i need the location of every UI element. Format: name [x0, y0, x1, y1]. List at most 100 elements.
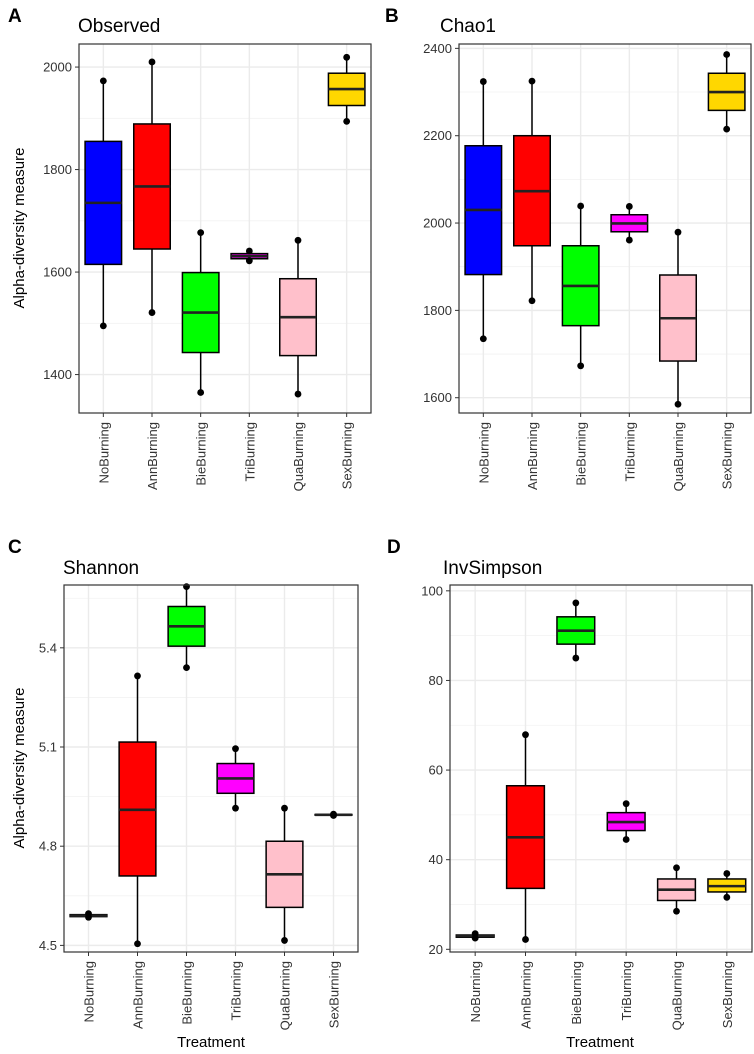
max-point	[528, 77, 536, 85]
max-point	[99, 77, 107, 85]
panel-letter: D	[387, 537, 401, 558]
min-point	[723, 893, 731, 901]
x-tick-label: BieBurning	[569, 961, 584, 1025]
panel-C: C Shannon 4.5 4.8 5.1 5.4 NoBurning AnnBurning B…	[8, 537, 359, 1051]
min-point	[245, 257, 253, 265]
min-point	[85, 913, 92, 921]
y-tick-label: 1800	[43, 162, 72, 177]
panel-title: Observed	[78, 16, 160, 37]
x-tick-label: QuaBurning	[671, 422, 686, 491]
x-tick-label: NoBurning	[468, 961, 483, 1022]
max-point	[572, 599, 580, 607]
y-tick-label: 60	[429, 763, 443, 778]
x-tick-label: QuaBurning	[278, 961, 293, 1030]
max-point	[479, 78, 487, 85]
x-tick-label: TriBurning	[242, 422, 257, 481]
max-point	[134, 672, 141, 680]
x-tick-label: QuaBurning	[291, 422, 306, 491]
min-point	[471, 934, 479, 942]
max-point	[148, 58, 156, 66]
max-point	[183, 583, 190, 591]
x-tick-label: NoBurning	[476, 422, 491, 483]
max-point	[625, 203, 633, 210]
plot-background	[79, 44, 371, 413]
panel-B: B Chao1 1600 1800 2000 2200 2400 NoBurning AnnBu…	[385, 6, 752, 491]
y-tick-label: 2000	[423, 216, 452, 231]
y-tick-label: 2400	[423, 41, 452, 56]
box-QuaBurning	[656, 864, 697, 915]
panel-title: Shannon	[63, 558, 139, 579]
min-point	[197, 389, 205, 396]
y-axis-title: Alpha-diversity measure	[11, 148, 28, 309]
min-point	[343, 117, 351, 125]
y-tick-label: 80	[429, 673, 443, 688]
max-point	[281, 804, 288, 812]
min-point	[577, 362, 585, 370]
min-point	[674, 400, 682, 408]
x-tick-label: AnnBurning	[131, 961, 146, 1029]
x-tick-label: NoBurning	[96, 422, 111, 483]
max-point	[232, 745, 239, 753]
box-SexBurning	[707, 51, 746, 133]
plot-background	[450, 585, 752, 952]
box-BieBurning	[556, 599, 596, 662]
box-AnnBurning	[505, 731, 546, 943]
y-tick-label: 5.1	[39, 740, 57, 755]
box-QuaBurning	[265, 804, 304, 944]
min-point	[625, 236, 633, 244]
y-tick-label: 5.4	[39, 640, 57, 655]
y-tick-label: 4.8	[39, 839, 57, 854]
x-tick-label: AnnBurning	[519, 961, 534, 1029]
x-axis-title: Treatment	[177, 1034, 246, 1051]
box-BieBurning	[167, 583, 206, 672]
max-point	[674, 228, 682, 236]
panel-letter: B	[385, 6, 399, 27]
x-tick-label: QuaBurning	[670, 961, 685, 1030]
x-tick-label: AnnBurning	[145, 422, 160, 490]
x-tick-label: SexBurning	[327, 961, 342, 1028]
min-point	[232, 804, 239, 812]
x-tick-label: TriBurning	[619, 961, 634, 1020]
x-axis-title: Treatment	[566, 1034, 635, 1051]
max-point	[622, 800, 630, 808]
box-TriBurning	[606, 800, 646, 843]
min-point	[528, 297, 536, 305]
panel-title: InvSimpson	[443, 558, 542, 579]
min-point	[183, 664, 190, 672]
y-tick-label: 1800	[423, 303, 452, 318]
min-point	[99, 322, 107, 330]
x-tick-label: BieBurning	[194, 422, 209, 486]
min-point	[673, 907, 680, 915]
panel-border	[449, 584, 753, 953]
x-tick-label: BieBurning	[574, 422, 589, 486]
box-BieBurning	[181, 229, 220, 396]
panel-border	[458, 43, 752, 414]
y-tick-label: 2200	[423, 128, 452, 143]
box-AnnBurning	[513, 77, 551, 305]
box-AnnBurning	[118, 672, 157, 948]
min-point	[723, 125, 731, 133]
plot-background	[459, 44, 751, 413]
max-point	[197, 229, 205, 237]
x-tick-label: SexBurning	[720, 422, 735, 489]
min-point	[281, 937, 288, 944]
panel-A: A Observed 1400 1600 1800 2000 NoBurning AnnBur…	[8, 6, 372, 491]
min-point	[330, 812, 337, 819]
max-point	[343, 53, 351, 61]
box-NoBurning	[464, 78, 503, 343]
box-SexBurning	[314, 810, 353, 819]
panel-border	[78, 43, 372, 414]
y-tick-label: 100	[421, 583, 443, 598]
box-QuaBurning	[659, 228, 697, 408]
max-point	[577, 202, 585, 210]
box-TriBurning	[216, 745, 255, 812]
x-tick-label: AnnBurning	[525, 422, 540, 490]
box-NoBurning	[455, 930, 495, 942]
plot-background	[64, 585, 358, 952]
box-SexBurning	[327, 53, 366, 125]
min-point	[479, 335, 487, 343]
y-axis-title: Alpha-diversity measure	[11, 688, 28, 849]
x-tick-label: SexBurning	[720, 961, 735, 1028]
box-TriBurning	[230, 247, 269, 265]
